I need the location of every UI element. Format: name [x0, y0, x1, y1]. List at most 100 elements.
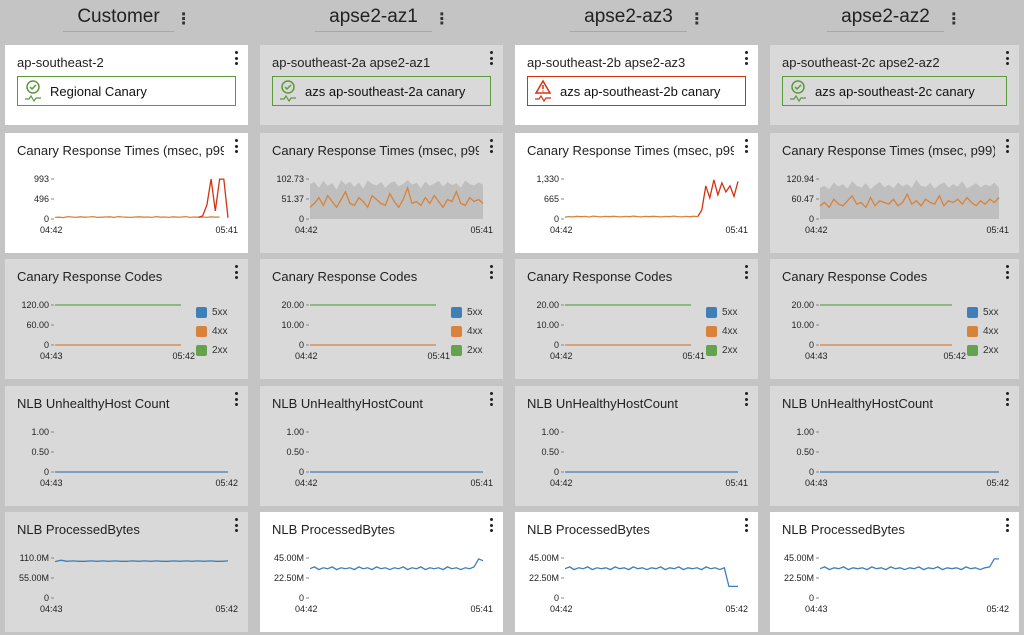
y-tick-label: 0 [299, 593, 304, 603]
y-tick-label: 0 [44, 340, 49, 350]
x-tick-label: 05:42 [215, 478, 238, 488]
chart-plot: 45.00M 22.50M 004:43 05:42 [784, 553, 1009, 614]
alarm-status[interactable]: azs ap-southeast-2c canary [782, 76, 1007, 106]
alarm-icon-wrap [528, 77, 558, 105]
menu-dot [489, 518, 493, 521]
menu-dot [1005, 270, 1009, 274]
legend-item[interactable]: 2xx [196, 345, 228, 356]
x-tick-label: 04:43 [40, 351, 63, 361]
check-circle-icon [25, 80, 41, 103]
column-menu-icon[interactable]: ⋮ [175, 11, 192, 28]
legend-item[interactable]: 5xx [706, 307, 738, 318]
alarm-status[interactable]: azs ap-southeast-2b canary [527, 76, 746, 106]
chart-plot: 20.00 10.00 004:43 05:42 [791, 300, 966, 361]
widget-menu-icon[interactable] [1002, 265, 1012, 279]
widget-menu-icon[interactable] [486, 392, 496, 406]
legend-item[interactable]: 5xx [451, 307, 483, 318]
menu-dot [1005, 392, 1009, 395]
chart-title: NLB UnHealthyHostCount [782, 396, 934, 411]
widget-menu-icon[interactable] [486, 51, 496, 65]
chart-widget: NLB UnHealthyHostCount 1.00 0.50 0 04:43 05:4… [770, 386, 1019, 506]
legend-item[interactable]: 4xx [451, 326, 483, 337]
widget-menu-icon[interactable] [741, 392, 751, 406]
y-tick-label: 0 [809, 593, 814, 603]
x-tick-label: 04:42 [295, 225, 318, 235]
y-tick-label: 0 [809, 467, 814, 477]
x-tick-label: 04:42 [550, 225, 573, 235]
chart-title: NLB UnHealthyHostCount [272, 396, 424, 411]
widget-menu-icon[interactable] [231, 139, 241, 153]
chart-plot: 120.00 60.00 004:43 05:42 [21, 300, 195, 361]
widget-menu-icon[interactable] [741, 518, 751, 532]
legend-item[interactable]: 5xx [196, 307, 228, 318]
legend-label: 5xx [983, 307, 999, 318]
legend-label: 5xx [212, 307, 228, 318]
column-menu-icon[interactable]: ⋮ [433, 11, 450, 28]
chart-title: Canary Response Times (msec, p99) [272, 143, 479, 158]
y-tick-label: 110.0M [20, 553, 49, 563]
column-menu-icon[interactable]: ⋮ [945, 11, 962, 28]
widget-menu-icon[interactable] [231, 518, 241, 532]
series-line [819, 192, 1000, 209]
alarm-widget: ap-southeast-2b apse2-az3 azs ap-southeas… [515, 45, 758, 125]
chart-title: Canary Response Codes [527, 269, 673, 284]
chart-widget: NLB ProcessedBytes 45.00M 22.50M 0 04:42 05:4… [515, 512, 758, 632]
chart-title: Canary Response Times (msec, p99) [17, 143, 224, 158]
menu-dot [744, 403, 748, 406]
legend-label: 4xx [212, 326, 228, 337]
y-tick-label: 665 [544, 194, 559, 204]
x-tick-label: 04:43 [40, 478, 63, 488]
widget-menu-icon[interactable] [1002, 139, 1012, 153]
legend-item[interactable]: 2xx [706, 345, 738, 356]
legend-item[interactable]: 4xx [196, 326, 228, 337]
y-tick-label: 20.00 [281, 300, 304, 310]
widget-menu-icon[interactable] [231, 265, 241, 279]
y-tick-label: 120.94 [786, 174, 814, 184]
legend-item[interactable]: 2xx [967, 345, 999, 356]
column-menu-icon[interactable]: ⋮ [688, 11, 705, 28]
menu-dot [1005, 265, 1009, 268]
alarm-status[interactable]: azs ap-southeast-2a canary [272, 76, 491, 106]
legend-item[interactable]: 4xx [967, 326, 999, 337]
alarm-label: azs ap-southeast-2c canary [815, 83, 975, 99]
series-line [819, 558, 999, 571]
widget-menu-icon[interactable] [486, 139, 496, 153]
menu-dot [234, 518, 238, 521]
y-tick-label: 0 [299, 340, 304, 350]
widget-menu-icon[interactable] [486, 518, 496, 532]
y-tick-label: 10.00 [536, 320, 559, 330]
menu-dot [744, 276, 748, 279]
y-tick-label: 0 [809, 214, 814, 224]
menu-dot [234, 62, 238, 65]
x-tick-label: 04:43 [40, 604, 63, 614]
widget-menu-icon[interactable] [741, 51, 751, 65]
menu-dot [234, 265, 238, 268]
widget-menu-icon[interactable] [1002, 518, 1012, 532]
menu-dot [1005, 523, 1009, 527]
check-circle-icon [790, 80, 806, 103]
menu-dot [489, 529, 493, 532]
y-tick-label: 22.50M [274, 573, 304, 583]
widget-menu-icon[interactable] [1002, 51, 1012, 65]
chart-plot: 993 496 004:42 05:41 [34, 174, 238, 235]
widget-menu-icon[interactable] [231, 392, 241, 406]
legend-item[interactable]: 4xx [706, 326, 738, 337]
widget-menu-icon[interactable] [741, 139, 751, 153]
alarm-status[interactable]: Regional Canary [17, 76, 236, 106]
chart-title: Canary Response Codes [272, 269, 418, 284]
widget-menu-icon[interactable] [486, 265, 496, 279]
widget-menu-icon[interactable] [1002, 392, 1012, 406]
x-tick-label: 05:42 [172, 351, 195, 361]
series-line [697, 179, 739, 217]
x-tick-label: 05:41 [725, 478, 748, 488]
menu-dot [489, 150, 493, 153]
legend-item[interactable]: 5xx [967, 307, 999, 318]
legend-swatch [451, 307, 462, 318]
menu-dot [489, 270, 493, 274]
widget-menu-icon[interactable] [231, 51, 241, 65]
alarm-icon-wrap [783, 77, 813, 105]
chart-title: Canary Response Codes [782, 269, 928, 284]
legend-item[interactable]: 2xx [451, 345, 483, 356]
y-tick-label: 0 [554, 593, 559, 603]
widget-menu-icon[interactable] [741, 265, 751, 279]
